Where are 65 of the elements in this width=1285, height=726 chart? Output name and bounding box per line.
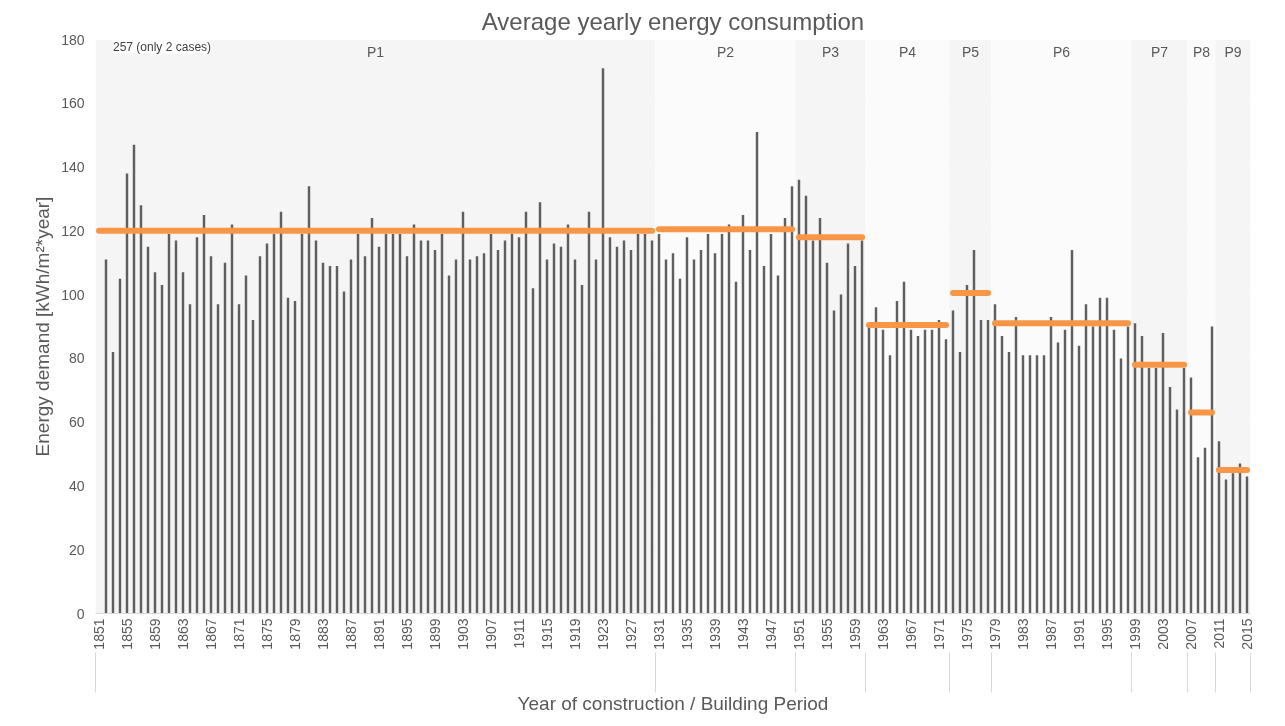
x-tick-label: 1899 [427,618,443,650]
y-tick-label: 140 [61,159,85,176]
y-tick-label: 180 [61,31,85,48]
y-tick-label: 120 [61,222,85,239]
y-tick-label: 100 [61,286,85,303]
x-tick-label: 1991 [1071,618,1087,650]
band-label: P4 [898,43,917,60]
x-tick-label: 1935 [679,618,695,650]
x-tick-label: 1915 [539,618,555,650]
x-tick-label: 1995 [1099,618,1115,650]
x-tick-label: 1979 [987,618,1003,650]
x-tick-label: 1931 [651,618,667,650]
x-tick-label: 2003 [1155,618,1171,650]
x-tick-label: 1923 [595,618,611,650]
x-tick-label: 1955 [819,618,835,650]
x-tick-label: 1859 [147,618,163,650]
x-tick-label: 1863 [175,618,191,650]
x-tick-label: 1875 [259,618,275,650]
x-tick-label: 1999 [1127,618,1143,650]
x-tick-label: 1883 [315,618,331,650]
x-tick-label: 1947 [763,618,779,650]
y-tick-label: 80 [68,350,85,367]
x-tick-label: 1879 [287,618,303,650]
x-tick-label: 1907 [483,618,499,650]
y-tick-label: 60 [68,414,85,431]
x-tick-label: 1911 [511,618,527,649]
x-tick-label: 1867 [203,618,219,650]
x-tick-label: 1891 [371,618,387,650]
x-tick-label: 2007 [1183,618,1199,650]
x-tick-label: 1987 [1043,618,1059,650]
band-label: P1 [366,43,385,60]
band-label: P6 [1052,43,1071,60]
x-tick-label: 2015 [1239,618,1255,650]
band-label: P7 [1150,43,1169,60]
y-tick-label: 0 [76,605,85,622]
x-axis-title: Year of construction / Building Period [517,692,829,714]
x-tick-label: 1963 [875,618,891,650]
y-tick-label: 40 [68,477,85,494]
x-tick-label: 1927 [623,618,639,650]
band-label: P9 [1224,43,1242,60]
band-label: P5 [961,43,980,60]
x-tick-label: 1919 [567,618,583,650]
x-tick-label: 1971 [931,618,947,650]
x-tick-label: 1975 [959,618,975,650]
x-tick-label: 1943 [735,618,751,650]
y-axis-title: Energy demand [kWh/m²*year] [32,196,54,457]
y-tick-label: 160 [61,95,85,112]
x-tick-label: 1967 [903,618,919,650]
x-tick-label: 2011 [1211,618,1227,649]
x-tick-label: 1959 [847,618,863,650]
band-label: P8 [1192,43,1211,60]
x-tick-label: 1939 [707,618,723,650]
chart-title: Average yearly energy consumption [481,7,865,35]
band-label: P2 [716,43,735,60]
x-tick-label: 1983 [1015,618,1031,650]
x-tick-label: 1903 [455,618,471,650]
x-tick-label: 1851 [91,618,107,650]
x-tick-label: 1887 [343,618,359,650]
annotation: 257 (only 2 cases) [113,39,212,54]
x-tick-label: 1871 [231,618,247,650]
y-tick-label: 20 [68,541,85,558]
x-tick-label: 1951 [791,618,807,650]
x-tick-label: 1895 [399,618,415,650]
x-tick-label: 1855 [119,618,135,650]
band-label: P3 [821,43,840,60]
